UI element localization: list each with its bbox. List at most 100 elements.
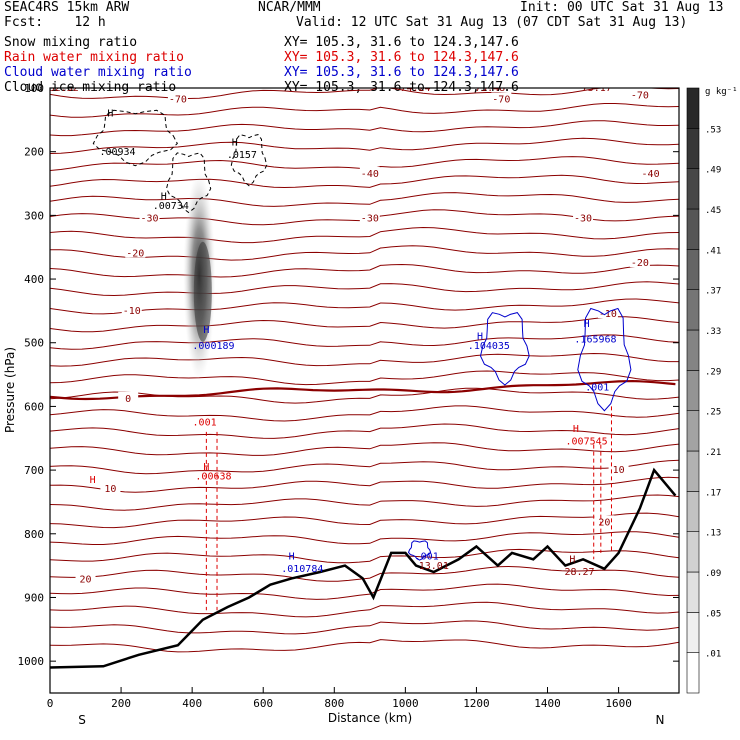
colorbar-label: .01	[705, 650, 721, 660]
x-tick-label: 400	[182, 697, 202, 710]
field-annotation: H	[232, 137, 238, 148]
field-annotation: 13.01	[419, 561, 449, 572]
colorbar-bin	[686, 289, 700, 331]
field-annotation: .010784	[281, 564, 323, 575]
top-contour-label: -73.17	[576, 83, 612, 94]
temperature-contour-line	[50, 531, 679, 545]
contour-label-bg	[125, 246, 146, 258]
colorbar-bin	[686, 571, 700, 613]
field-annotation: .001	[415, 551, 439, 562]
colorbar-label: .21	[705, 448, 721, 458]
colorbar-label: .49	[705, 166, 721, 176]
valid-time: Valid: 12 UTC Sat 31 Aug 13 (07 CDT Sat …	[296, 15, 688, 30]
init-time: Init: 00 UTC Sat 31 Aug 13	[520, 0, 724, 15]
contour-label: -40	[361, 169, 379, 180]
field-annotation: .0157	[227, 150, 257, 161]
field-annotation: .001	[585, 383, 609, 394]
field-annotation: H	[573, 424, 579, 435]
field-annotations: H.00934H.00734H.0157H.000189.001H.00638H…	[43, 83, 617, 578]
contour-label: 10	[104, 484, 116, 495]
y-tick-label: 700	[24, 464, 44, 477]
temperature-contour-line	[50, 263, 679, 278]
contour-label-bg	[608, 463, 629, 475]
zero-isotherm	[50, 379, 676, 401]
field-annotation: H	[203, 325, 209, 336]
south-end-label: S	[78, 713, 86, 727]
temperature-contour-line	[50, 601, 679, 618]
colorbar-bin	[686, 208, 700, 250]
model-title: SEAC4RS 15km ARW	[4, 0, 130, 15]
y-tick-label: 100	[24, 82, 44, 95]
field-annotation: H	[289, 551, 295, 562]
colorbar-bin	[686, 87, 700, 129]
y-tick-label: 1000	[18, 655, 45, 668]
x-tick-label: 1200	[463, 697, 490, 710]
contour-label-bg	[629, 256, 650, 268]
x-tick-label: 600	[253, 697, 273, 710]
contour-label-bg	[629, 88, 650, 100]
temperature-contour-line	[50, 405, 679, 422]
contour-label: 10	[613, 465, 625, 476]
temperature-contour-line	[50, 174, 679, 189]
contour-label: -30	[361, 214, 379, 225]
contour-label-bg	[118, 391, 139, 403]
temperature-contour-line	[50, 620, 679, 635]
temperature-contour-line	[50, 565, 679, 582]
temperature-contour-line	[50, 281, 679, 297]
contour-label-bg	[359, 211, 380, 223]
field-annotation: 28.27	[564, 567, 594, 578]
field-annotation: .007545	[566, 437, 608, 448]
contour-label-bg	[640, 166, 661, 178]
colorbar-bin	[686, 370, 700, 411]
field-annotation: .000189	[192, 341, 234, 352]
cloud-ice-contour	[92, 109, 178, 167]
field-annotation: .001	[193, 418, 217, 429]
contour-label: -70	[631, 91, 649, 102]
colorbar-label: .53	[705, 125, 721, 135]
field-annotation: H	[107, 109, 113, 120]
y-tick-label: 500	[24, 337, 44, 350]
contour-label: 20	[598, 517, 610, 528]
y-tick-label: 400	[24, 273, 44, 286]
colorbar-bin	[686, 652, 700, 694]
x-tick-label: 1400	[534, 697, 561, 710]
colorbar-label: .25	[705, 408, 721, 418]
cloud-contours	[92, 109, 632, 561]
colorbar-bin	[686, 612, 700, 653]
plot-frame	[49, 87, 680, 694]
field-annotation: H	[569, 554, 575, 565]
temperature-contour-line	[50, 226, 679, 244]
colorbar-bin	[686, 128, 700, 169]
temperature-contour-line	[50, 548, 679, 564]
x-tick-label: 1600	[605, 697, 632, 710]
field-label-cloud-water: Cloud water mixing ratio	[4, 65, 192, 80]
field-annotation: .00638	[195, 472, 231, 483]
colorbar-label: .05	[705, 609, 721, 619]
x-tick-label: 0	[47, 697, 54, 710]
contour-label: -30	[140, 214, 158, 225]
temperature-contour-line	[50, 494, 679, 511]
temperature-contour-line	[50, 442, 679, 456]
cloud-ice-contour	[165, 152, 212, 214]
y-tick-label: 200	[24, 146, 44, 159]
temperature-contour-line	[50, 370, 679, 386]
field-annotation: .00734	[153, 201, 189, 212]
colorbar-unit: g kg⁻¹	[705, 87, 738, 97]
contour-label: -20	[631, 258, 649, 269]
field-xy-rain: XY= 105.3, 31.6 to 124.3,147.6	[284, 50, 519, 65]
x-tick-label: 800	[324, 697, 344, 710]
field-label-rain: Rain water mixing ratio	[4, 50, 185, 65]
temperature-contour-line	[50, 103, 679, 118]
colorbar-label: .33	[705, 327, 721, 337]
colorbar-label: .41	[705, 246, 721, 256]
field-annotation: H	[584, 319, 590, 330]
temperature-contour-line	[50, 423, 679, 439]
temperature-contour-line	[50, 352, 679, 367]
forecast-hour: Fcst: 12 h	[4, 15, 106, 30]
snow-shading-core	[193, 241, 212, 342]
colorbar-label: .17	[705, 488, 721, 498]
field-annotation: .104035	[468, 341, 510, 352]
plot-area: -70 -70 -70 -40 -40 -30 -30 -30 -20 -20 -10 -10 0 10 1…	[43, 83, 679, 669]
top-contour-label: -62.32	[43, 83, 79, 94]
